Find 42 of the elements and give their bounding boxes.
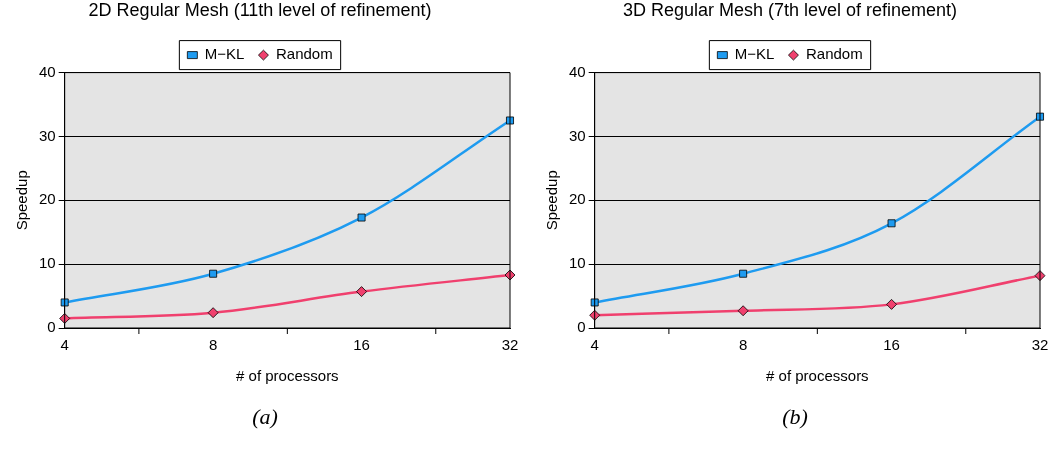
legend-label: Random	[275, 45, 333, 63]
chart-title: 3D Regular Mesh (7th level of refinement)	[622, 0, 958, 20]
x-tick-label: 8	[208, 336, 218, 354]
y-axis-title: Speedup	[543, 170, 561, 231]
text: (a)	[251, 404, 279, 430]
point	[207, 307, 219, 319]
x-tick-label: 4	[590, 336, 599, 354]
y-tick-label: 30	[569, 126, 586, 144]
x-tick-label: 32	[1031, 336, 1049, 354]
x-tick-label: 16	[883, 336, 900, 354]
y-tick-label: 40	[569, 62, 586, 80]
point	[60, 298, 69, 307]
point	[590, 298, 599, 307]
point	[737, 305, 749, 317]
y-tick-label: 0	[577, 318, 586, 336]
y-tick-label: 10	[39, 254, 56, 272]
x-axis-title: # of processors	[236, 367, 339, 385]
x-tick-label: 8	[738, 336, 748, 354]
y-tick-label: 0	[47, 318, 56, 336]
legend-label: M−KL	[204, 45, 245, 63]
x-tick-label: 4	[60, 336, 69, 354]
y-tick-label: 20	[569, 190, 586, 208]
point	[356, 286, 367, 298]
x-axis-title: # of processors	[766, 367, 869, 385]
y-axis-title: Speedup	[13, 170, 31, 231]
point	[209, 269, 218, 278]
x-tick-label: 32	[501, 336, 519, 354]
point	[357, 213, 366, 222]
point	[886, 298, 897, 310]
point	[589, 309, 601, 321]
x-tick-label: 16	[353, 336, 370, 354]
y-tick-label: 20	[39, 190, 56, 208]
point	[59, 313, 71, 324]
y-tick-label: 40	[39, 62, 56, 80]
text: (b)	[781, 404, 809, 430]
y-tick-label: 30	[39, 126, 56, 144]
y-tick-label: 10	[569, 254, 586, 272]
legend-label: M−KL	[734, 45, 775, 63]
legend-label: Random	[805, 45, 863, 63]
point	[739, 269, 748, 278]
point	[887, 219, 896, 228]
chart-title: 2D Regular Mesh (11th level of refinement)	[88, 0, 432, 20]
